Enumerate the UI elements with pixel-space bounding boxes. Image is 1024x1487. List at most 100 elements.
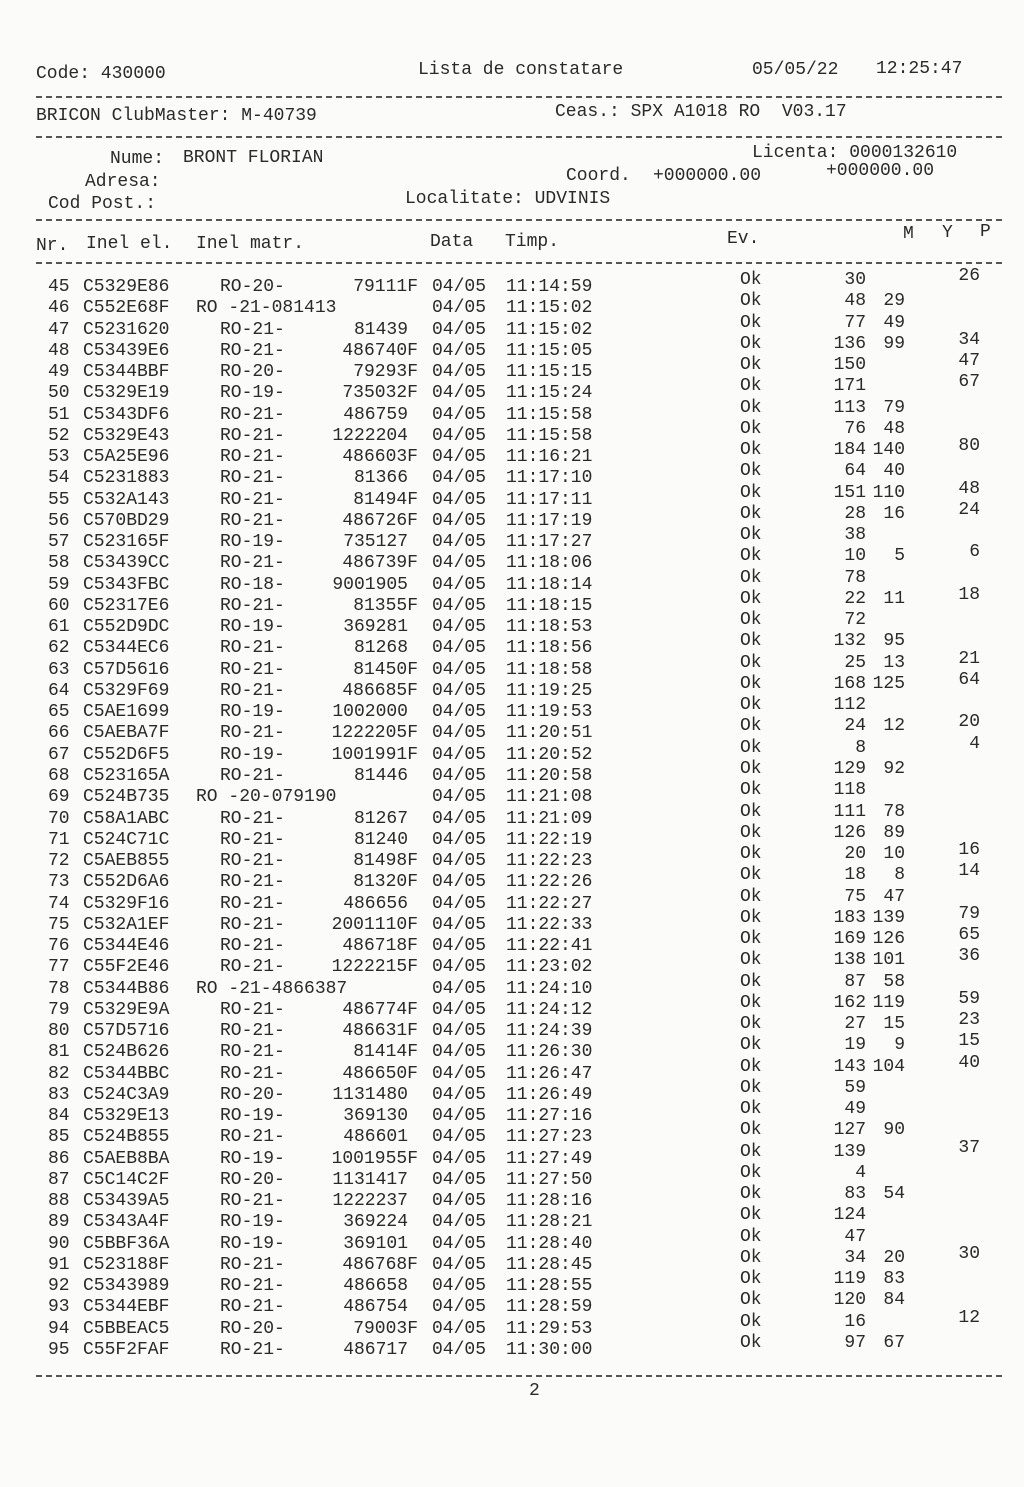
cell-nr: 59 [48,574,70,595]
coord-label: Coord. [566,166,631,186]
cell-inel-el: C5AEB8BA [83,1148,170,1169]
cell-inel-el: C523165A [83,765,170,786]
cell-inel-el: C57D5616 [83,659,170,680]
cell-matr-series: RO-19- [220,1106,285,1127]
cell-y: 104 [872,1056,905,1077]
cell-time: 11:14:59 [506,277,593,297]
cell-time: 11:15:58 [506,404,593,425]
table-row: 77 C55F2E46 RO-21- 1222215F 04/05 11:23:02 Ok 1… [0,946,1024,978]
cell-event: Ok [740,1184,762,1205]
table-row: 54 C5231883 RO-21- 81366 04/05 11:17:10 Ok 64 40 [0,461,1024,489]
cell-event: Ok [740,929,762,950]
cell-matr-number: 486768F [342,1254,418,1275]
cell-nr: 68 [48,765,70,786]
cell-event: Ok [740,1247,762,1268]
cell-time: 11:27:50 [506,1169,593,1190]
cell-nr: 87 [48,1169,70,1190]
cell-date: 04/05 [432,1148,487,1169]
cell-y: 83 [883,1269,905,1290]
cell-m: 4 [855,1162,866,1183]
cell-date: 04/05 [432,1084,487,1105]
cell-event: Ok [740,780,762,801]
cell-matr-number: 9001905 [332,574,408,595]
cell-y: 84 [883,1290,905,1311]
cell-nr: 67 [48,744,70,765]
cell-matr-series: RO-21- [220,936,285,957]
table-row: 58 C53439CC RO-21- 486739F 04/05 11:18:06 Ok 10… [0,542,1024,574]
cell-date: 04/05 [432,893,487,914]
cell-m: 127 [833,1120,866,1141]
cell-nr: 50 [48,383,70,404]
cell-matr-number: 735032F [342,383,418,404]
cell-nr: 53 [48,447,70,468]
cell-event: Ok [740,461,762,482]
cell-matr-series: RO-21- [220,425,285,446]
cell-y: 90 [883,1120,905,1141]
cell-time: 11:28:45 [506,1254,593,1275]
cell-matr-series: RO-21- [220,553,285,574]
cell-matr-series: RO-21- [220,893,285,914]
cell-inel-el: C524C71C [83,829,170,850]
cell-event: Ok [740,546,762,567]
cell-y: 139 [872,907,905,928]
cell-inel-el: C552E68F [83,298,170,319]
cell-m: 112 [833,695,866,716]
cell-time: 11:18:58 [506,659,593,680]
cell-inel-el: C5AEBA7F [83,723,170,744]
cell-date: 04/05 [432,404,487,425]
cell-time: 11:27:16 [506,1106,593,1127]
cell-date: 04/05 [432,277,487,297]
cell-date: 04/05 [432,1340,487,1360]
cell-matr-number: 486650F [342,1063,418,1084]
cell-p: 80 [958,436,980,457]
cell-event: Ok [740,652,762,673]
cell-nr: 85 [48,1127,70,1148]
table-row: 87 C5C14C2F RO-20- 1131417 04/05 11:27:50 Ok 4 [0,1163,1024,1191]
cell-time: 11:15:58 [506,425,593,446]
cell-date: 04/05 [432,999,487,1020]
cell-matr-number: 81355F [353,595,418,616]
name-label: Nume: [110,149,165,169]
table-row: 68 C523165A RO-21- 81446 04/05 11:20:58 Ok 129 9… [0,759,1024,787]
table-row: 88 C53439A5 RO-21- 1222237 04/05 11:28:16 Ok 83… [0,1184,1024,1212]
cell-time: 11:15:24 [506,383,593,404]
cell-matr-series: RO-21- [220,851,285,872]
cell-time: 11:27:23 [506,1127,593,1148]
cell-y: 13 [883,652,905,673]
postcode-label: Cod Post.: [48,194,157,214]
cell-date: 04/05 [432,340,487,361]
table-row: 81 C524B626 RO-21- 81414F 04/05 11:26:30 Ok 19 9… [0,1031,1024,1063]
cell-m: 169 [833,929,866,950]
cell-time: 11:19:53 [506,702,593,723]
cell-p: 14 [958,861,980,882]
cell-y: 12 [883,716,905,737]
col-inel-el: Inel el. [86,234,173,254]
cell-matr-series: RO-21- [220,468,285,489]
cell-event: Ok [740,291,762,312]
col-ev: Ev. [727,229,760,249]
cell-m: 97 [844,1333,866,1353]
locality: Localitate: UDVINIS [405,189,611,209]
cell-nr: 79 [48,999,70,1020]
cell-m: 10 [844,546,866,567]
col-timp: Timp. [505,232,560,252]
cell-p: 30 [958,1243,980,1264]
cell-matr-number: 486603F [342,447,418,468]
cell-matr-number: 81498F [353,851,418,872]
table-row: 79 C5329E9A RO-21- 486774F 04/05 11:24:12 Ok 16… [0,989,1024,1021]
cell-matr-number: 1001991F [331,744,418,765]
cell-event: Ok [740,312,762,333]
cell-event: Ok [740,1290,762,1311]
cell-time: 11:22:27 [506,893,593,914]
cell-matr-number: 486740F [342,340,418,361]
cell-matr-number: 486685F [342,680,418,701]
cell-matr-series: RO-19- [220,1148,285,1169]
cell-matr-number: 486754 [343,1297,408,1318]
cell-matr-series: RO-21- [220,1340,285,1360]
table-row: 56 C570BD29 RO-21- 486726F 04/05 11:17:19 Ok 28… [0,500,1024,532]
cell-date: 04/05 [432,1318,487,1339]
divider [36,219,1002,221]
cell-m: 132 [833,631,866,652]
cell-matr-series: RO-21- [220,1127,285,1148]
cell-y: 8 [894,865,905,886]
